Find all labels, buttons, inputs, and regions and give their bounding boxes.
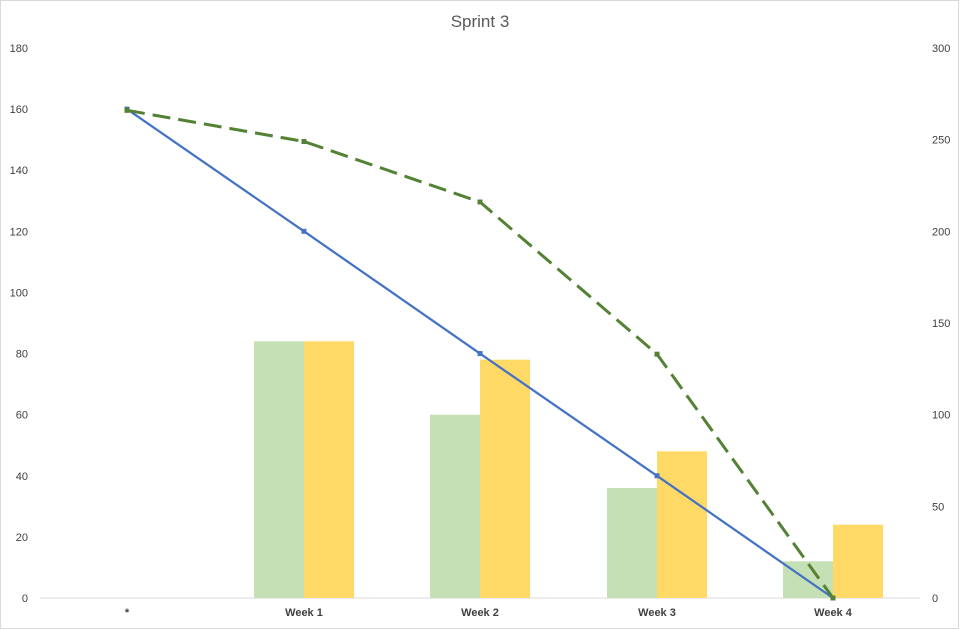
actual-point-2 <box>301 139 307 144</box>
bar-1-4 <box>607 488 657 598</box>
left-tick-label: 20 <box>16 532 28 544</box>
ideal-point-3 <box>477 351 483 357</box>
bar-2-2 <box>304 341 354 598</box>
bar-1-2 <box>254 341 304 598</box>
line-series <box>124 106 836 601</box>
right-axis: 0 50 100 150 200 250 300 <box>932 43 950 605</box>
actual-point-3 <box>477 199 483 205</box>
actual-point-1 <box>124 107 130 113</box>
left-tick-label: 100 <box>10 287 28 299</box>
left-tick-label: 60 <box>16 410 28 422</box>
bar-2-4 <box>657 451 707 598</box>
right-tick-label: 200 <box>932 226 950 238</box>
right-tick-label: 100 <box>932 410 950 422</box>
bar-series <box>254 341 883 598</box>
left-tick-label: 80 <box>16 349 28 361</box>
right-tick-label: 300 <box>932 43 950 55</box>
bar-1-3 <box>430 414 480 598</box>
left-tick-label: 0 <box>22 593 28 605</box>
right-tick-label: 150 <box>932 318 950 330</box>
actual-point-5 <box>830 595 836 601</box>
ideal-point-2 <box>301 228 307 234</box>
left-tick-label: 40 <box>16 471 28 483</box>
chart-title: Sprint 3 <box>451 12 510 31</box>
category-label: Week 2 <box>461 607 499 619</box>
bar-2-3 <box>480 359 530 598</box>
ideal-point-4 <box>654 473 660 479</box>
left-tick-label: 140 <box>10 165 28 177</box>
left-tick-label: 160 <box>10 104 28 116</box>
category-label: Week 1 <box>285 607 323 619</box>
right-tick-label: 250 <box>932 135 950 147</box>
category-label: Week 4 <box>814 607 853 619</box>
left-tick-label: 180 <box>10 43 28 55</box>
left-tick-label: 120 <box>10 226 28 238</box>
category-axis: * Week 1 Week 2 Week 3 Week 4 <box>125 607 853 619</box>
category-label: Week 3 <box>638 607 676 619</box>
category-label: * <box>125 607 130 619</box>
actual-point-4 <box>654 351 660 357</box>
right-tick-label: 50 <box>932 501 944 513</box>
left-axis: 0 20 40 60 80 100 120 140 160 180 <box>10 43 28 605</box>
right-tick-label: 0 <box>932 593 938 605</box>
bar-2-5 <box>833 524 883 598</box>
